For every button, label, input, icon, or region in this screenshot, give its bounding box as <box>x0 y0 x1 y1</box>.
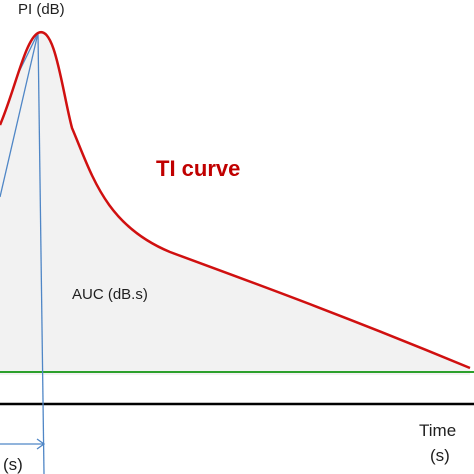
peak-intensity-label: PI (dB) <box>18 1 65 18</box>
time-to-peak-unit-label: (s) <box>3 455 23 474</box>
peak-drop-line <box>37 32 45 474</box>
construction-lines <box>0 32 46 474</box>
time-to-peak-arrowhead <box>36 438 46 450</box>
time-axis-label: Time <box>419 421 457 440</box>
auc-area <box>0 32 470 375</box>
auc-label: AUC (dB.s) <box>72 286 148 303</box>
time-unit-label: (s) <box>430 446 450 465</box>
ti-curve-line <box>0 31 471 370</box>
curve-title: TI curve <box>156 156 241 181</box>
wash-in-slope-line <box>0 32 39 198</box>
